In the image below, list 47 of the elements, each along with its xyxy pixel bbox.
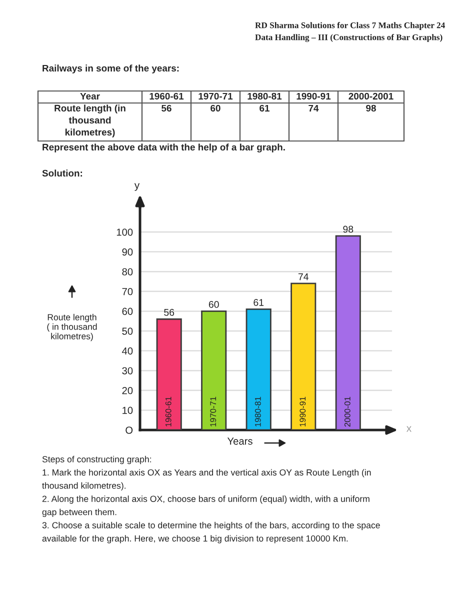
text: 1960-61 [150,92,184,100]
bar [290,282,316,430]
y-tick-label: 100 [116,228,133,236]
bar [156,318,182,430]
text: x [406,426,412,432]
y-tick-label: O [126,426,133,434]
text: 60 [210,104,220,112]
y-axis-title: Route length ( in thousand kilometres) [47,314,97,342]
data-label: 60 [208,301,219,308]
text: y [134,183,140,191]
y-tick-label: 50 [122,328,133,335]
y-tick-label: 20 [122,386,133,394]
text: Year [80,92,100,100]
y-tick-label: 40 [122,347,133,355]
x-axis-title: Years [227,438,252,445]
data-label: 56 [164,308,174,316]
x-tick-label: 2000-01 [344,396,350,427]
data-label: 74 [298,273,308,280]
text: 1970-71 [198,92,233,100]
text: 2000-2001 [348,92,394,100]
text: Represent the above data with the help of a bar graph. [42,144,285,152]
x-tick-label: 1970-71 [210,396,216,426]
y-tick-label: 90 [122,248,133,256]
text: 61 [260,104,270,112]
text: 1980-81 [248,92,282,100]
text: RD Sharma Solutions for Class 7 Maths Chapter 24 Data Handling – III (Constructions of Bar Graphs) [255,22,445,42]
text: 74 [308,104,319,112]
bar [246,308,272,430]
y-tick-label: 10 [122,406,133,414]
text: 1990-91 [296,92,331,100]
data-label: 98 [343,226,354,233]
text: 56 [162,104,172,112]
y-tick-label: 30 [122,367,133,374]
x-tick-label: 1980-81 [254,396,261,426]
x-tick-label: 1990-91 [300,396,306,426]
data-label: 61 [254,299,264,306]
bar [201,310,227,430]
text: Steps of constructing graph: 1. Mark the horizontal axis OX as Years and the vertical axis OY as Route Length (in thousand kilometres). 2. Along the horizontal axis OX, choose bars of uniform (equal) width, with a uniform gap between them. 3. Choose a suitable scale to determine the heights of the bars, according to the space available for the graph. Here, we choose 1 big division to represent 10000 Km. [42,456,380,544]
y-tick-label: 60 [122,308,133,315]
chart-title: Railways in some of the years: [42,64,179,74]
text: Route length (in thousand kilometres) [54,104,126,138]
y-tick-label: 80 [122,268,133,276]
text: Solution: [42,170,82,177]
x-tick-label: 1960-61 [165,396,172,426]
y-tick-label: 70 [122,288,133,296]
text: 98 [366,104,376,112]
bar [335,235,361,430]
